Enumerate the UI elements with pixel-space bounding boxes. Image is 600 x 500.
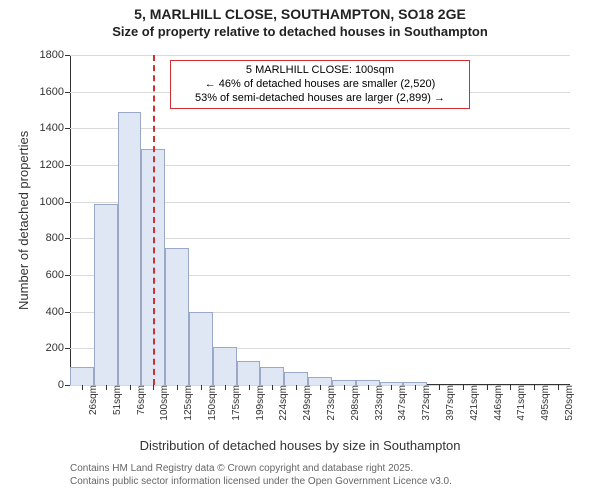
x-axis-label: Distribution of detached houses by size … — [0, 438, 600, 453]
histogram-bar — [165, 248, 189, 386]
x-tick-label: 298sqm — [344, 385, 361, 421]
x-tick-label: 372sqm — [415, 385, 432, 421]
x-tick-label: 125sqm — [177, 385, 194, 421]
histogram-bar — [118, 112, 142, 385]
x-tick-label: 323sqm — [368, 385, 385, 421]
y-tick-label: 600 — [46, 269, 70, 281]
x-tick-label: 397sqm — [439, 385, 456, 421]
x-tick-label: 347sqm — [391, 385, 408, 421]
histogram-bar — [213, 347, 237, 386]
plot-area: 02004006008001000120014001600180026sqm51… — [70, 55, 570, 385]
annotation-line: ← 46% of detached houses are smaller (2,… — [177, 78, 463, 92]
y-axis-line — [70, 55, 71, 385]
y-axis-label: Number of detached properties — [16, 131, 31, 310]
x-tick-label: 51sqm — [106, 385, 123, 415]
y-tick-label: 1400 — [40, 122, 70, 134]
gridline — [70, 128, 570, 129]
y-tick-label: 400 — [46, 306, 70, 318]
x-tick-label: 446sqm — [487, 385, 504, 421]
x-tick-label: 471sqm — [510, 385, 527, 421]
y-tick-label: 1000 — [40, 196, 70, 208]
gridline — [70, 55, 570, 56]
histogram-bar — [70, 367, 94, 385]
y-tick-label: 200 — [46, 342, 70, 354]
histogram-bar — [189, 312, 213, 385]
y-tick-label: 1800 — [40, 49, 70, 61]
x-tick-label: 199sqm — [249, 385, 266, 421]
x-tick-label: 76sqm — [130, 385, 147, 415]
chart-container: 5, MARLHILL CLOSE, SOUTHAMPTON, SO18 2GE… — [0, 0, 600, 500]
x-tick-label: 421sqm — [463, 385, 480, 421]
chart-subtitle: Size of property relative to detached ho… — [0, 24, 600, 39]
reference-marker-line — [153, 55, 155, 385]
x-tick-label: 150sqm — [201, 385, 218, 421]
y-tick-label: 0 — [58, 379, 70, 391]
y-tick-label: 1600 — [40, 86, 70, 98]
x-tick-label: 520sqm — [558, 385, 575, 421]
x-tick-label: 273sqm — [320, 385, 337, 421]
x-tick-label: 249sqm — [296, 385, 313, 421]
x-tick-label: 495sqm — [534, 385, 551, 421]
annotation-line: 5 MARLHILL CLOSE: 100sqm — [177, 64, 463, 78]
y-tick-label: 800 — [46, 232, 70, 244]
x-tick-label: 100sqm — [153, 385, 170, 421]
annotation-line: 53% of semi-detached houses are larger (… — [177, 92, 463, 106]
attribution-text: Contains HM Land Registry data © Crown c… — [70, 462, 452, 488]
histogram-bar — [260, 367, 284, 385]
histogram-bar — [284, 372, 308, 385]
annotation-callout: 5 MARLHILL CLOSE: 100sqm← 46% of detache… — [170, 60, 470, 109]
x-tick-label: 224sqm — [272, 385, 289, 421]
histogram-bar — [308, 377, 332, 385]
chart-title: 5, MARLHILL CLOSE, SOUTHAMPTON, SO18 2GE — [0, 6, 600, 22]
histogram-bar — [94, 204, 118, 386]
x-tick-label: 26sqm — [82, 385, 99, 415]
histogram-bar — [237, 361, 261, 385]
attribution-line: Contains public sector information licen… — [70, 475, 452, 488]
x-tick-label: 175sqm — [225, 385, 242, 421]
y-tick-label: 1200 — [40, 159, 70, 171]
attribution-line: Contains HM Land Registry data © Crown c… — [70, 462, 452, 475]
